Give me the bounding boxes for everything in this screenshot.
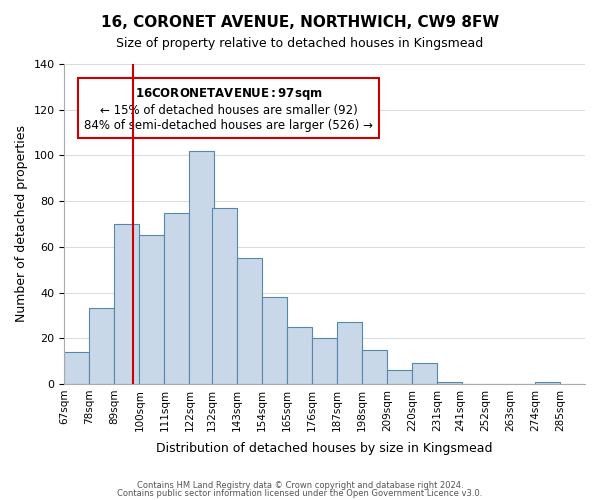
Bar [115, 224, 139, 384]
Text: Contains HM Land Registry data © Crown copyright and database right 2024.: Contains HM Land Registry data © Crown c… [137, 481, 463, 490]
Bar [139, 236, 164, 384]
Text: $\bf{16 CORONET AVENUE: 97sqm}$
← 15% of detached houses are smaller (92)
84% of: $\bf{16 CORONET AVENUE: 97sqm}$ ← 15% of… [84, 86, 373, 132]
Bar [64, 352, 89, 384]
X-axis label: Distribution of detached houses by size in Kingsmead: Distribution of detached houses by size … [157, 442, 493, 455]
Bar [237, 258, 262, 384]
Y-axis label: Number of detached properties: Number of detached properties [15, 126, 28, 322]
Bar [212, 208, 237, 384]
Text: Contains public sector information licensed under the Open Government Licence v3: Contains public sector information licen… [118, 488, 482, 498]
Bar [437, 382, 462, 384]
Bar [287, 327, 312, 384]
Text: 16, CORONET AVENUE, NORTHWICH, CW9 8FW: 16, CORONET AVENUE, NORTHWICH, CW9 8FW [101, 15, 499, 30]
Bar [387, 370, 412, 384]
Bar [412, 364, 437, 384]
Text: Size of property relative to detached houses in Kingsmead: Size of property relative to detached ho… [116, 38, 484, 51]
Bar [312, 338, 337, 384]
Bar [190, 151, 214, 384]
Bar [362, 350, 387, 384]
Bar [337, 322, 362, 384]
Bar [89, 308, 115, 384]
Bar [164, 212, 190, 384]
Bar [262, 297, 287, 384]
Bar [535, 382, 560, 384]
